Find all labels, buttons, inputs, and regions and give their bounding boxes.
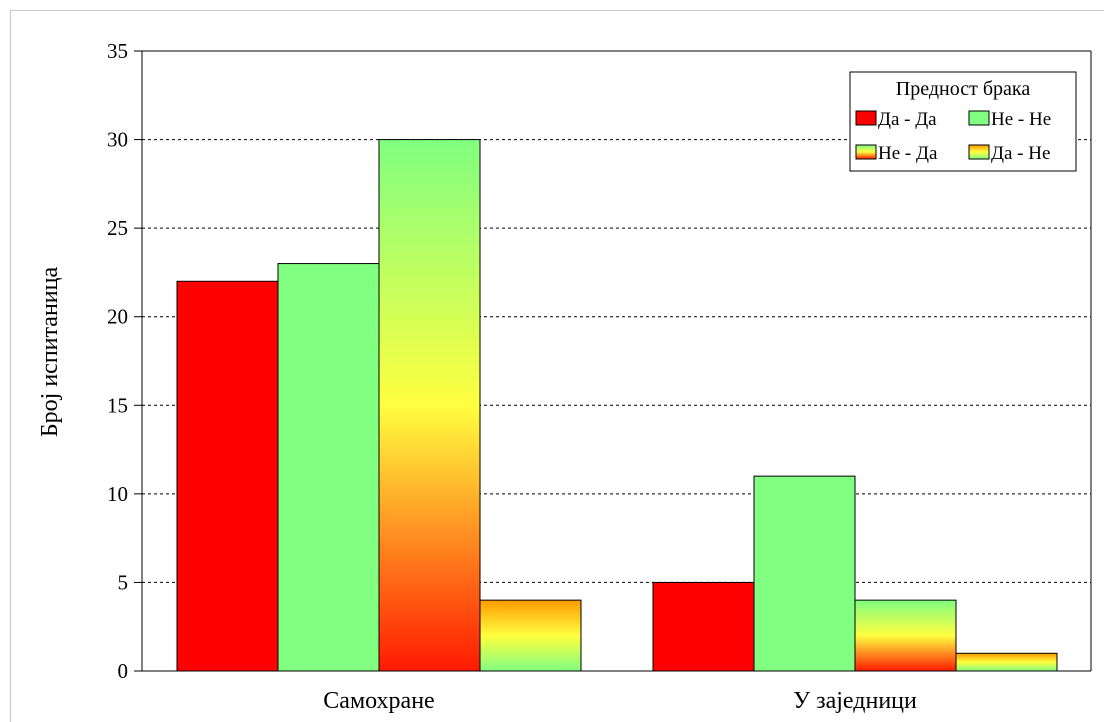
y-tick-label: 20 [107, 305, 128, 329]
legend-label: Да - Да [878, 109, 937, 130]
y-axis-label: Број испитаница [37, 267, 63, 438]
bar-3-2 [854, 599, 957, 672]
legend-label: Да - Не [991, 143, 1050, 164]
bar-4-2 [955, 652, 1058, 672]
legend-swatch [968, 110, 990, 126]
legend-title: Предност брака [896, 78, 1031, 100]
legend-swatch [855, 110, 877, 126]
y-tick-label: 35 [107, 39, 128, 63]
bar-2-2 [753, 475, 856, 672]
bar-2-1 [277, 263, 380, 672]
axes-group [141, 50, 1092, 672]
y-ticks: 0 5 10 15 20 25 30 35 [107, 39, 142, 683]
legend-swatch [855, 144, 877, 160]
x-tick-label: У заједници [793, 688, 917, 714]
x-tick-label: Самохране [323, 688, 434, 714]
bar-3-1 [378, 139, 481, 672]
legend-swatch [968, 144, 990, 160]
y-tick-label: 0 [118, 659, 129, 683]
y-tick-label: 15 [107, 393, 128, 417]
bars-group [176, 139, 1058, 672]
bar-1-1 [176, 280, 279, 672]
legend-box [849, 71, 1077, 172]
legend-label: Не - Да [878, 143, 938, 164]
bar-4-1 [479, 599, 582, 672]
legend-label: Не - Не [991, 109, 1051, 130]
legend: Предност брака Да - Да Не - Не Не - Да Да -… [849, 71, 1077, 172]
y-tick-label: 5 [118, 570, 129, 594]
x-ticks: Самохране У заједници [323, 688, 917, 714]
bar-1-2 [652, 581, 755, 672]
y-tick-label: 10 [107, 482, 128, 506]
y-tick-label: 25 [107, 216, 128, 240]
y-tick-label: 30 [107, 128, 128, 152]
